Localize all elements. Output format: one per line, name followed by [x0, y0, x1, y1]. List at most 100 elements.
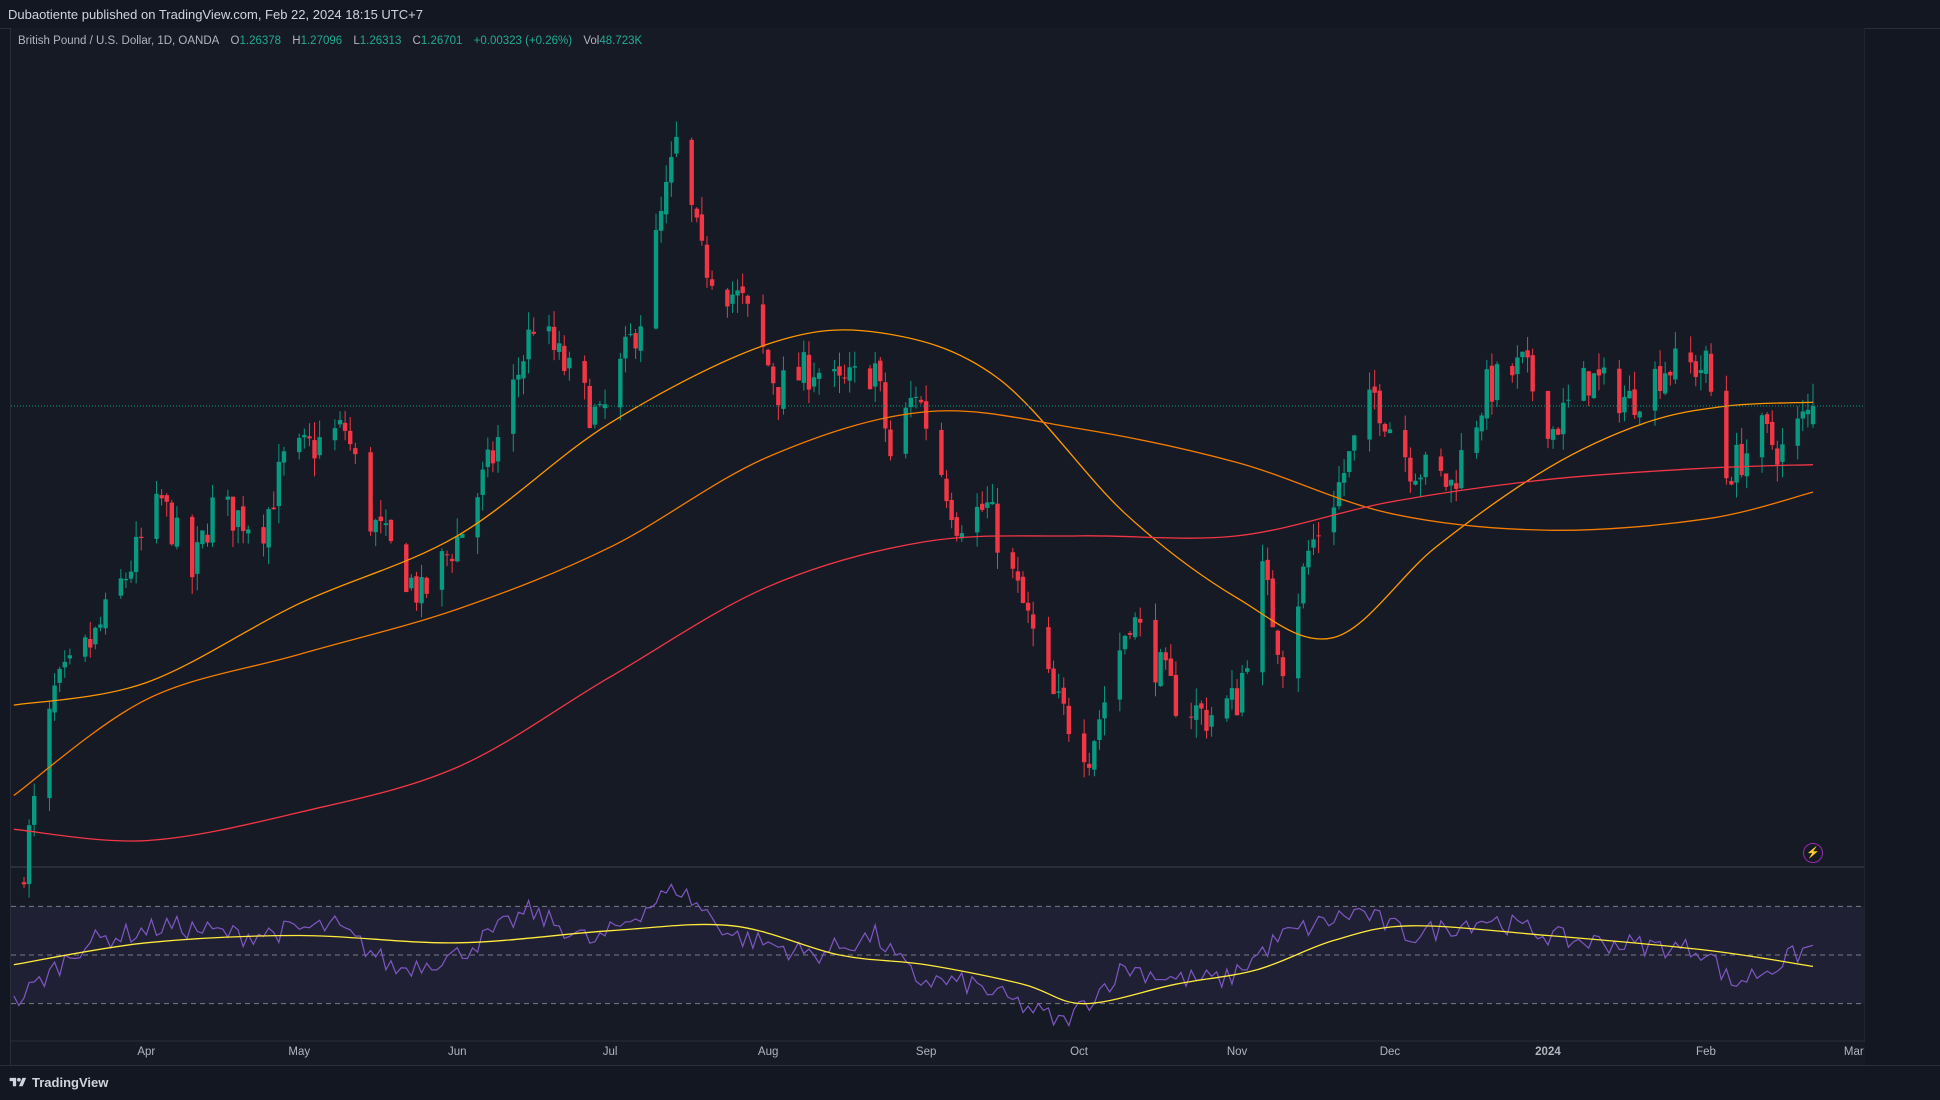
symbol-title[interactable]: British Pound / U.S. Dollar, 1D, OANDA [18, 35, 220, 47]
candle-body [1423, 454, 1428, 478]
candle-body [480, 469, 485, 495]
candle-body [633, 333, 638, 349]
candle-body [133, 536, 139, 572]
time-tick-label: Oct [1070, 1046, 1089, 1058]
candle-body [1566, 399, 1571, 401]
candle-body [1341, 472, 1347, 483]
time-tick-label: Sep [916, 1046, 936, 1058]
candle-body [1265, 559, 1270, 581]
candle-body [159, 495, 164, 499]
candle-body [1657, 366, 1663, 392]
candle-body [103, 599, 108, 629]
candle-body [995, 503, 1000, 553]
candle-body [939, 429, 944, 475]
candle-body [347, 430, 353, 445]
candle-body [449, 558, 455, 562]
candle-body [246, 529, 251, 534]
low-value: 1.26313 [359, 35, 402, 47]
candle-body [1586, 371, 1591, 396]
candle-body [1632, 389, 1637, 416]
candle-body [276, 461, 282, 507]
candle-body [1051, 668, 1056, 695]
candle-body [771, 366, 776, 384]
candle-body [353, 448, 358, 455]
lightning-icon[interactable]: ⚡ [1803, 843, 1823, 863]
candle-body [1479, 415, 1484, 432]
candle-body [1163, 652, 1168, 661]
candle-body [169, 502, 175, 545]
candle-body [139, 536, 144, 539]
candle-body [689, 139, 694, 205]
candle-body [444, 554, 450, 556]
candle-body [189, 516, 195, 578]
candle-body [1800, 411, 1806, 419]
close-value: 1.26701 [420, 35, 463, 47]
time-tick-label: May [288, 1046, 310, 1058]
candle-body [1662, 373, 1668, 394]
candle-body [1739, 443, 1744, 476]
candle-body [623, 336, 628, 359]
time-tick-label: Feb [1696, 1046, 1716, 1058]
candle-body [1331, 507, 1337, 533]
candle-body [852, 366, 857, 368]
candle-body [230, 496, 236, 531]
candle-body [811, 377, 817, 387]
candle-body [1087, 763, 1092, 768]
candle-body [1199, 703, 1204, 709]
candle-body [123, 578, 129, 581]
high-value: 1.27096 [300, 35, 343, 47]
candle-body [1810, 406, 1816, 425]
time-tick-label: Nov [1227, 1046, 1248, 1058]
candle-body [52, 685, 57, 713]
candle-body [1234, 688, 1240, 716]
candle-body [490, 450, 496, 464]
candle-body [1744, 453, 1749, 477]
candle-body [531, 331, 536, 334]
candle-body [1617, 368, 1622, 414]
candle-body [796, 366, 801, 381]
candle-body [526, 329, 531, 360]
moving-average-ma_long [13, 464, 1814, 842]
candle-body [1729, 481, 1734, 485]
candle-body [26, 825, 32, 885]
candle-body [1158, 652, 1163, 687]
candle-body [388, 519, 394, 542]
candle-body [847, 367, 852, 381]
footer-bar: TradingView [0, 1065, 1940, 1100]
candle-body [1092, 741, 1097, 770]
candle-body [562, 345, 567, 372]
candle-body [1122, 635, 1128, 650]
candle-body [1438, 456, 1444, 471]
candle-body [1102, 702, 1107, 719]
candle-body [832, 368, 837, 372]
candle-body [628, 334, 633, 336]
candle-body [1596, 369, 1602, 376]
candle-body [1046, 627, 1051, 670]
candle-body [1443, 473, 1449, 487]
candle-body [240, 506, 246, 532]
candle-body [88, 639, 93, 648]
candle-body [776, 387, 781, 406]
candle-body [760, 304, 766, 347]
candle-body [1097, 719, 1102, 740]
candle-body [725, 289, 730, 307]
candle-body [1153, 619, 1158, 683]
candle-body [205, 534, 210, 543]
candle-body [1127, 632, 1133, 635]
tradingview-logo[interactable]: TradingView [8, 1075, 108, 1090]
candle-body [1550, 429, 1556, 440]
candle-body [944, 478, 949, 502]
candle-body [699, 214, 705, 241]
candle-body [383, 523, 389, 526]
candle-body [913, 396, 919, 398]
chart-panel[interactable]: 1.330001.320001.310001.300001.290001.280… [10, 28, 1865, 1065]
candle-body [1301, 566, 1306, 604]
candle-body [1454, 483, 1459, 489]
candle-body [1188, 716, 1194, 718]
candle-body [1168, 658, 1173, 676]
candle-body [1015, 571, 1021, 581]
candle-body [1688, 352, 1693, 363]
chart-canvas[interactable]: 1.330001.320001.310001.300001.290001.280… [11, 28, 1865, 1065]
candle-body [1515, 357, 1520, 375]
candle-body [1770, 421, 1775, 446]
